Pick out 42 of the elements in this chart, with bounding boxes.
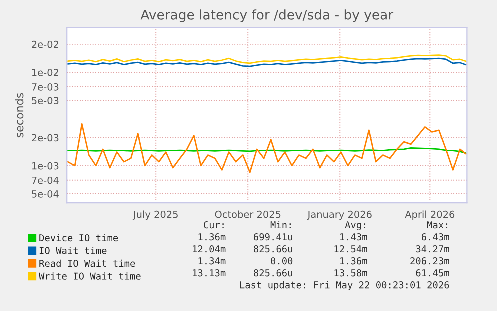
- x-tick-label: January 2026: [307, 210, 372, 220]
- text: Last update: Fri May 22 00:23:01 2026: [240, 281, 450, 291]
- text: 12.04m: [193, 246, 226, 253]
- y-tick-label: 5e-04: [32, 190, 59, 198]
- y-tick-label: 7e-03: [32, 83, 59, 91]
- text: 1.43m: [340, 234, 368, 241]
- text: 1.34m: [198, 258, 226, 265]
- text: 825.66u: [254, 270, 292, 277]
- text: 1.36m: [198, 234, 226, 241]
- text: 61.45m: [416, 270, 450, 277]
- chart-title: Average latency for /dev/sda - by year: [140, 10, 394, 22]
- text: 13.58m: [334, 270, 368, 277]
- x-tick-label: July 2025: [132, 210, 178, 220]
- x-tick-label: October 2025: [215, 210, 281, 218]
- text: 1.36m: [340, 258, 368, 265]
- text: 206.23m: [410, 258, 450, 265]
- y-tick-label: 2e-03: [32, 134, 59, 142]
- text: 13.13m: [193, 270, 226, 277]
- text: 0.00: [271, 258, 293, 265]
- y-tick-label: 1e-03: [32, 162, 59, 170]
- y-tick-label: 2e-02: [32, 40, 58, 48]
- text: 34.27m: [416, 246, 450, 253]
- text: 12.54m: [334, 246, 368, 253]
- y-tick-label: 7e-04: [32, 176, 59, 184]
- y-axis-title: seconds: [15, 93, 24, 138]
- y-tick-label: 1e-02: [32, 69, 58, 76]
- text: 6.43m: [422, 234, 450, 241]
- line-series: [67, 123, 467, 174]
- line-series: [67, 58, 467, 68]
- y-tick-label: 5e-03: [32, 97, 59, 104]
- legend-label: Device IO time: [40, 234, 118, 242]
- text: Min:: [270, 221, 291, 229]
- text: Max:: [427, 222, 448, 229]
- text: 699.41u: [254, 234, 292, 241]
- text: Cur:: [204, 222, 224, 229]
- legend-label: IO Wait time: [40, 247, 107, 254]
- x-tick-label: April 2026: [405, 210, 455, 220]
- text: 825.66u: [254, 246, 292, 253]
- legend-label: Read IO Wait time: [40, 260, 136, 268]
- text: Avg:: [345, 222, 366, 231]
- line-series: [67, 54, 467, 64]
- legend-label: Write IO Wait time: [39, 272, 141, 280]
